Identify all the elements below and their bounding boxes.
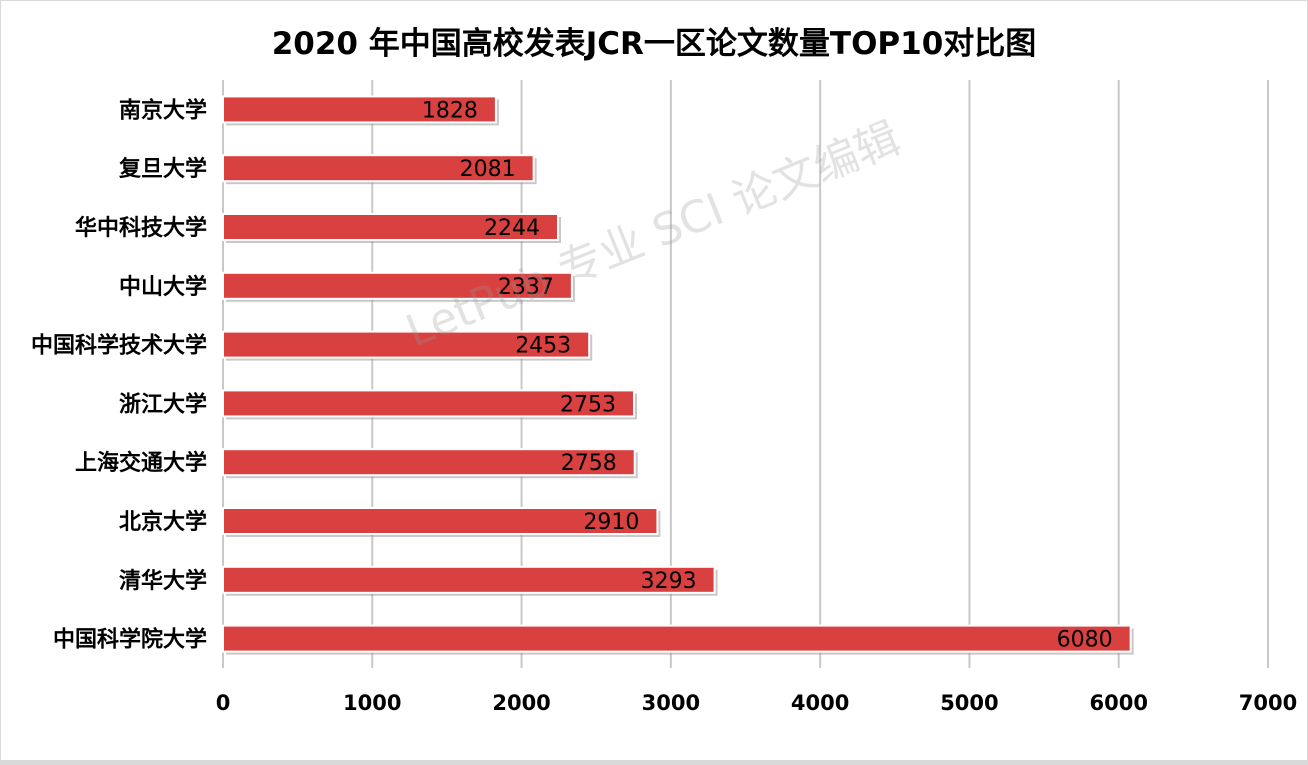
x-tick-label: 5000 [940,691,998,715]
bar-group [222,448,638,479]
data-label: 2753 [560,392,616,417]
data-label: 2337 [498,275,554,300]
x-tick-labels: 0 1000 2000 3000 4000 5000 6000 7000 [216,691,1298,715]
category-label: 复旦大学 [118,156,207,182]
bar [222,95,497,124]
bar-group [222,507,661,537]
x-tick-label: 2000 [492,691,550,715]
bar-group [222,330,593,361]
bar-group [222,271,575,302]
category-label: 浙江大学 [119,391,207,417]
bar-group [222,95,499,126]
category-label: 北京大学 [119,509,207,535]
x-tick-label: 3000 [642,691,700,715]
data-label: 2081 [460,157,516,182]
category-label: 中国科学技术大学 [31,333,207,359]
bar [222,389,635,418]
bar-group [222,154,537,185]
bar [222,507,659,535]
bar [222,624,1132,653]
data-label: 2453 [515,334,571,359]
category-labels: 南京大学复旦大学华中科技大学中山大学中国科学技术大学浙江大学上海交通大学北京大学… [31,97,207,652]
bar [222,330,591,359]
bar [222,154,535,183]
bar-group [222,624,1134,655]
bar [222,448,636,477]
data-label: 6080 [1057,628,1113,653]
data-label: 2910 [583,510,639,535]
data-label: 2244 [484,216,540,241]
category-label: 南京大学 [119,97,207,123]
bars: 1828 2081 2244 2337 2453 2753 2758 2910 3293 6080 [222,95,1134,655]
bottom-rule [0,760,1308,764]
bar [222,565,716,594]
category-label: 清华大学 [119,568,207,594]
category-label: 中国科学院大学 [53,627,207,653]
category-label: 华中科技大学 [75,215,207,241]
data-label: 1828 [422,98,478,123]
bar-group [222,213,561,243]
x-tick-label: 1000 [343,691,401,715]
data-label: 3293 [641,569,697,594]
bar-group [222,389,637,420]
data-label: 2758 [561,451,617,476]
x-tick-label: 7000 [1239,691,1297,715]
bar-group [222,565,718,596]
bar [222,271,573,300]
category-label: 上海交通大学 [75,450,207,476]
bar [222,213,559,241]
x-tick-label: 0 [216,691,231,715]
x-tick-label: 4000 [791,691,849,715]
x-tick-label: 6000 [1089,691,1147,715]
category-label: 中山大学 [119,274,207,300]
chart-title: 2020 年中国高校发表JCR一区论文数量TOP10对比图 [271,26,1037,62]
